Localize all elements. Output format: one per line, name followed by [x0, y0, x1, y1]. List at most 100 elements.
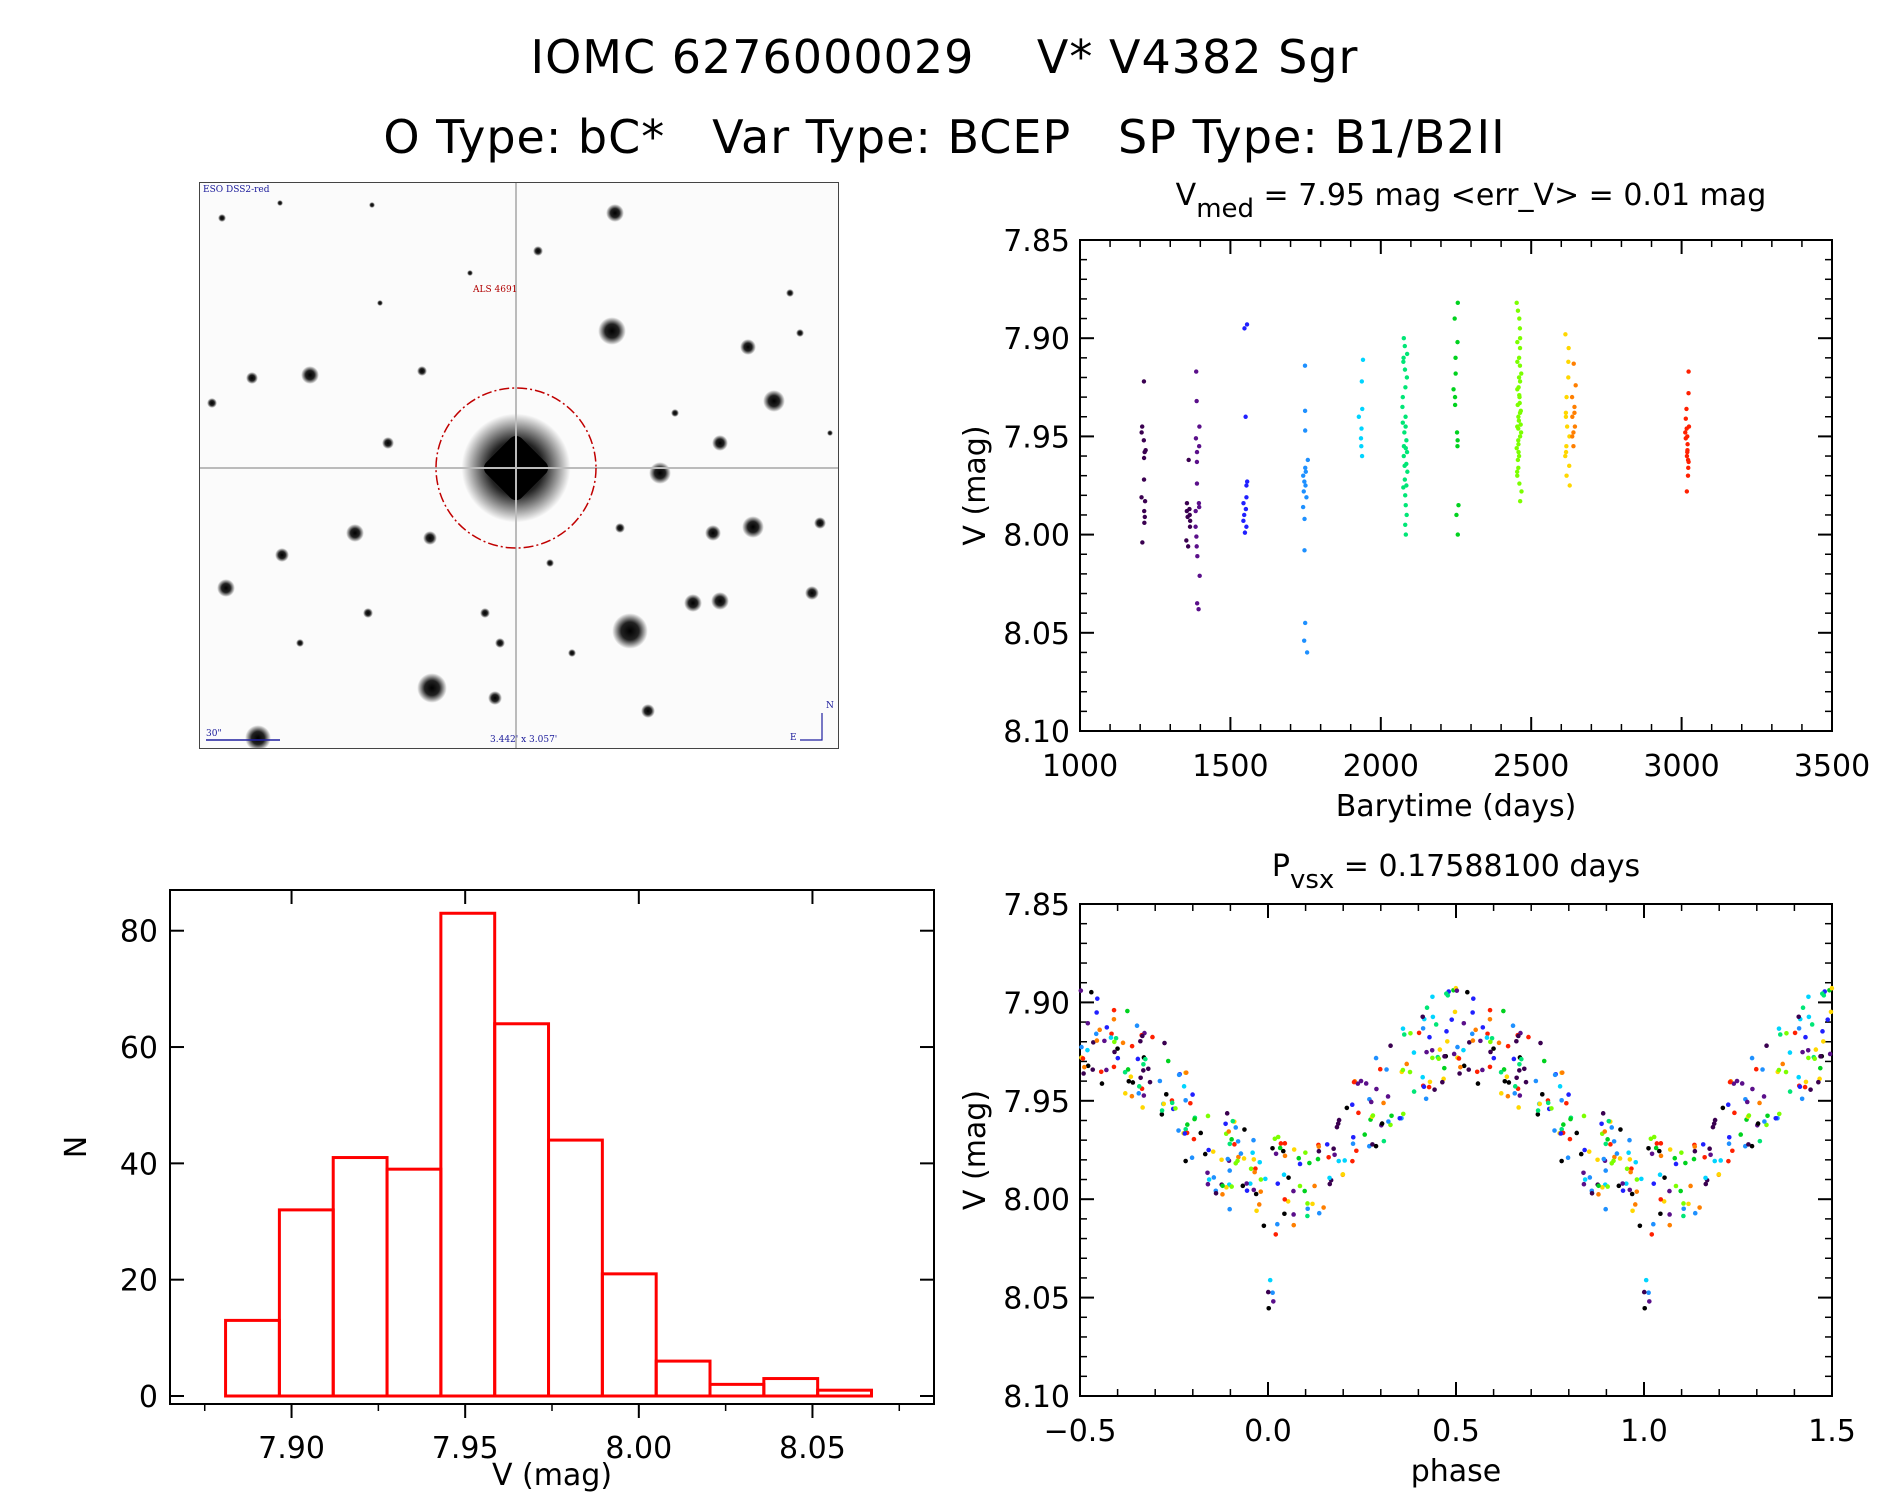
- phased-point: [1400, 1026, 1406, 1031]
- phased-point: [1765, 1113, 1770, 1119]
- lightcurve-point: [1401, 453, 1406, 459]
- phased-point: [1408, 1031, 1413, 1036]
- phased-point: [1461, 1047, 1466, 1053]
- phased-point: [1282, 1211, 1287, 1217]
- phased-point: [1370, 1142, 1375, 1147]
- phased-point: [1188, 1100, 1193, 1106]
- phased-point: [1140, 1033, 1145, 1039]
- phased-point: [1773, 1115, 1779, 1121]
- lightcurve-point: [1515, 359, 1520, 364]
- phased-point: [1165, 1058, 1171, 1064]
- phased-point: [1618, 1127, 1623, 1132]
- phased-point: [1637, 1223, 1643, 1229]
- phased-point: [1430, 1014, 1436, 1020]
- lightcurve-point: [1359, 426, 1364, 431]
- phased-point: [1473, 1027, 1478, 1033]
- scale-label: 30": [206, 729, 222, 739]
- phased-point: [1629, 1166, 1634, 1171]
- phased-point: [1516, 1033, 1521, 1039]
- phased-point: [1564, 1100, 1569, 1106]
- phased-xtick-label: 1.5: [1808, 1414, 1856, 1449]
- phased-point: [1797, 1084, 1803, 1090]
- lightcurve-point: [1403, 502, 1408, 508]
- phased-point: [1388, 1043, 1393, 1049]
- phased-point: [1616, 1183, 1622, 1189]
- phased-point: [1487, 1064, 1493, 1070]
- phased-point: [1817, 1065, 1823, 1071]
- histogram-frame: [169, 889, 935, 1405]
- phased-point: [1662, 1175, 1667, 1180]
- lightcurve-point: [1142, 449, 1147, 455]
- phased-point: [1185, 1122, 1190, 1127]
- phased-point: [1559, 1127, 1564, 1132]
- lightcurve-point: [1402, 430, 1407, 435]
- phased-point: [1683, 1160, 1688, 1166]
- lightcurve-point: [1140, 540, 1145, 545]
- survey-label: ESO DSS2-red: [203, 185, 270, 195]
- lightcurve-point: [1141, 379, 1147, 384]
- phased-point: [1595, 1157, 1600, 1163]
- phased-point: [1176, 1072, 1182, 1078]
- histogram-ytick-label: 40: [120, 1147, 158, 1182]
- phased-point: [1226, 1129, 1232, 1134]
- finder-star: [277, 200, 283, 206]
- phased-point: [1517, 1062, 1522, 1067]
- phased-point: [1079, 1044, 1084, 1050]
- finder-star: [796, 329, 804, 337]
- phased-ytick-label: 8.10: [1003, 1380, 1070, 1415]
- phased-point: [1129, 1093, 1135, 1099]
- lightcurve-point: [1451, 387, 1456, 392]
- phased-point: [1423, 1096, 1429, 1102]
- phased-point: [1566, 1092, 1571, 1097]
- finder-star: [369, 202, 375, 208]
- phased-point: [1265, 1289, 1271, 1295]
- phased-point: [1326, 1154, 1331, 1160]
- phased-point: [1183, 1070, 1189, 1075]
- phased-point: [1407, 1069, 1413, 1075]
- lightcurve-point: [1194, 398, 1199, 404]
- lightcurve-point: [1305, 457, 1311, 463]
- lightcurve-point: [1517, 326, 1523, 331]
- lightcurve-point: [1452, 394, 1458, 400]
- phased-point: [1219, 1157, 1224, 1163]
- phased-point: [1310, 1201, 1315, 1207]
- phased-point: [1711, 1121, 1717, 1126]
- lightcurve-point: [1302, 548, 1307, 553]
- phased-point: [1176, 1128, 1181, 1133]
- lightcurve-point: [1241, 500, 1246, 506]
- phased-point: [1533, 1078, 1539, 1084]
- phased-point: [1368, 1099, 1374, 1105]
- phased-point: [1271, 1299, 1276, 1304]
- phased-point: [1097, 1027, 1102, 1033]
- phased-point: [1291, 1212, 1296, 1217]
- histogram-xlabel: V (mag): [492, 1458, 612, 1493]
- phased-point: [1248, 1166, 1254, 1172]
- lightcurve-xtick-label: 2500: [1493, 749, 1569, 784]
- phased-ylabel: V (mag): [958, 1090, 993, 1210]
- histogram-bars: [224, 911, 873, 1398]
- phased-point: [1404, 1061, 1410, 1067]
- phased-point: [1603, 1206, 1608, 1212]
- phased-point: [1697, 1205, 1702, 1210]
- finder-star: [301, 366, 319, 384]
- phased-point: [1090, 1067, 1096, 1072]
- lightcurve-point: [1185, 514, 1190, 520]
- phased-point: [1541, 1058, 1547, 1064]
- compass-arrows: [800, 713, 823, 741]
- lightcurve-point: [1564, 444, 1569, 449]
- lightcurve-point: [1358, 436, 1364, 441]
- lightcurve-point: [1569, 394, 1575, 400]
- phased-point: [1552, 1128, 1557, 1133]
- phased-point: [1469, 1031, 1475, 1037]
- phased-point: [1602, 1129, 1608, 1134]
- phased-point: [1686, 1201, 1691, 1207]
- lightcurve-point: [1517, 336, 1523, 341]
- phased-point: [1809, 1022, 1815, 1027]
- phased-point: [1539, 1092, 1545, 1097]
- lightcurve-point: [1516, 465, 1521, 471]
- phased-xlabel: phase: [1411, 1454, 1502, 1489]
- finder-star: [568, 649, 576, 657]
- phased-point: [1436, 1056, 1441, 1061]
- phased-point: [1115, 1055, 1121, 1061]
- finder-star: [533, 246, 543, 256]
